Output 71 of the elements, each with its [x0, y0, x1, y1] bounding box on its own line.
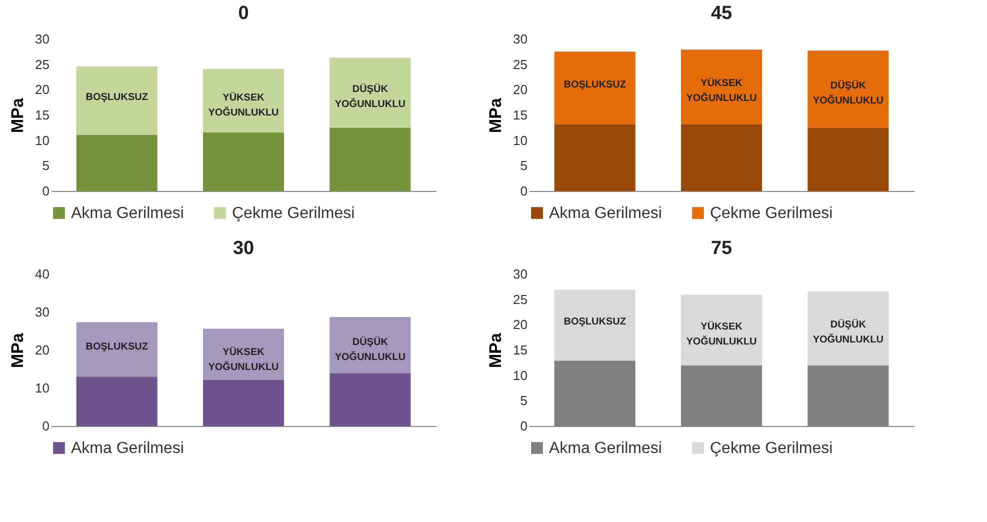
y-tick-label: 20	[513, 82, 528, 98]
x-tick-label: BOŞLUKSUZ	[86, 342, 148, 353]
y-tick-label: 10	[513, 368, 528, 383]
x-tick-label: DÜŞÜK YOĞUNLUKLU	[334, 336, 406, 364]
y-tick-label: 0	[42, 418, 50, 434]
legend-label: Çekme Gerilmesi	[710, 205, 833, 222]
y-axis-title: MPa	[486, 332, 506, 368]
y-tick-label: 10	[513, 132, 528, 148]
chart-title: 45	[710, 3, 732, 24]
bar	[330, 58, 411, 128]
legend-label: Akma Gerilmesi	[549, 440, 662, 457]
bar	[202, 68, 284, 132]
bar	[76, 376, 158, 426]
category-label: BOŞLUKSUZ	[564, 316, 626, 328]
y-tick-label: 0	[520, 184, 528, 198]
x-tick-label: YÜKSEK YOĞUNLUKLU	[208, 346, 279, 373]
legend-label: Çekme Gerilmesi	[710, 440, 833, 457]
bar	[554, 124, 636, 191]
bar	[330, 373, 411, 426]
y-tick-label: 10	[35, 380, 50, 396]
y-tick-label: 30	[513, 32, 528, 46]
legend-label: Akma Gerilmesi	[71, 205, 184, 222]
chart-title: 75	[710, 238, 732, 259]
legend-label: Çekme Gerilmesi	[232, 205, 355, 222]
bar	[808, 128, 889, 191]
category-label: YÜKSEK YOĞUNLUKLU	[208, 92, 279, 118]
y-tick-label: 25	[35, 56, 50, 72]
bar	[76, 134, 158, 191]
y-tick-label: 25	[513, 56, 528, 72]
y-tick-label: 25	[513, 292, 528, 307]
y-tick-label: 5	[42, 158, 50, 174]
bar	[202, 380, 284, 426]
y-tick-label: 0	[42, 184, 50, 198]
category-label: YÜKSEK YOĞUNLUKLU	[686, 78, 757, 104]
y-tick-label: 40	[35, 266, 50, 282]
y-tick-label: 5	[520, 393, 528, 408]
y-tick-label: 30	[513, 266, 528, 282]
bar	[330, 128, 411, 191]
chart-title: 0	[238, 3, 249, 24]
category-label: DÜŞÜK YOĞUNLUKLU	[812, 80, 884, 106]
y-axis-title: MPa	[8, 97, 28, 133]
y-tick-label: 20	[35, 342, 50, 358]
legend-label: Akma Gerilmesi	[549, 205, 662, 222]
bar	[554, 52, 636, 124]
bar	[680, 124, 762, 191]
chart-title: 30	[232, 238, 254, 259]
bar	[680, 294, 762, 366]
bar	[680, 50, 762, 124]
bar	[76, 322, 158, 377]
category-label: BOŞLUKSUZ	[86, 92, 148, 104]
bar	[808, 291, 889, 366]
bar	[76, 66, 158, 135]
category-label: BOŞLUKSUZ	[564, 79, 626, 90]
y-tick-label: 30	[35, 32, 50, 46]
y-tick-label: 15	[513, 342, 528, 358]
y-tick-label: 5	[520, 158, 528, 174]
legend-label: Akma Gerilmesi	[71, 440, 184, 457]
bar	[808, 50, 889, 128]
y-tick-label: 20	[35, 82, 50, 98]
y-axis-title: MPa	[486, 97, 506, 133]
y-tick-label: 30	[35, 304, 50, 320]
y-tick-label: 10	[35, 132, 50, 148]
y-tick-label: 15	[513, 108, 528, 122]
bar	[202, 132, 284, 191]
bar	[554, 290, 636, 361]
y-axis-title: MPa	[8, 332, 28, 368]
category-label: DÜŞÜK YOĞUNLUKLU	[334, 84, 406, 110]
category-label: DÜŞÜK YOĞUNLUKLU	[812, 320, 884, 346]
y-tick-label: 20	[513, 317, 528, 332]
y-tick-label: 15	[35, 108, 50, 122]
y-tick-label: 0	[520, 418, 528, 434]
